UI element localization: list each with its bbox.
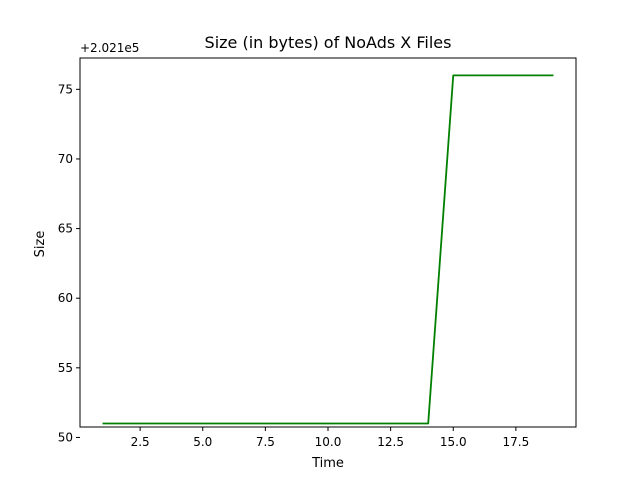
y-tick-label: 70 [58,152,73,166]
x-tick-label: 10.0 [315,435,342,449]
y-tick-label: 60 [58,291,73,305]
x-tick-label: 7.5 [256,435,275,449]
x-tick-label: 12.5 [377,435,404,449]
x-tick-label: 2.5 [131,435,150,449]
y-offset-label: +2.021e5 [80,41,139,55]
x-tick-label: 15.0 [440,435,467,449]
axes-frame [79,57,577,428]
chart-title: Size (in bytes) of NoAds X Files [205,33,452,52]
y-tick-label: 50 [58,430,73,444]
y-tick-label: 65 [58,222,73,236]
x-tick-label: 17.5 [503,435,530,449]
y-tick-label: 75 [58,82,73,96]
x-tick-label: 5.0 [193,435,212,449]
series-line-0 [102,74,554,425]
y-tick-label: 55 [58,361,73,375]
x-axis-label: Time [311,456,344,471]
y-axis-label: Size [33,231,48,258]
plot-area: 2.5 5.0 7.5 10.0 12.5 15.0 17.5 50 55 60 65 70 75 [58,57,577,449]
